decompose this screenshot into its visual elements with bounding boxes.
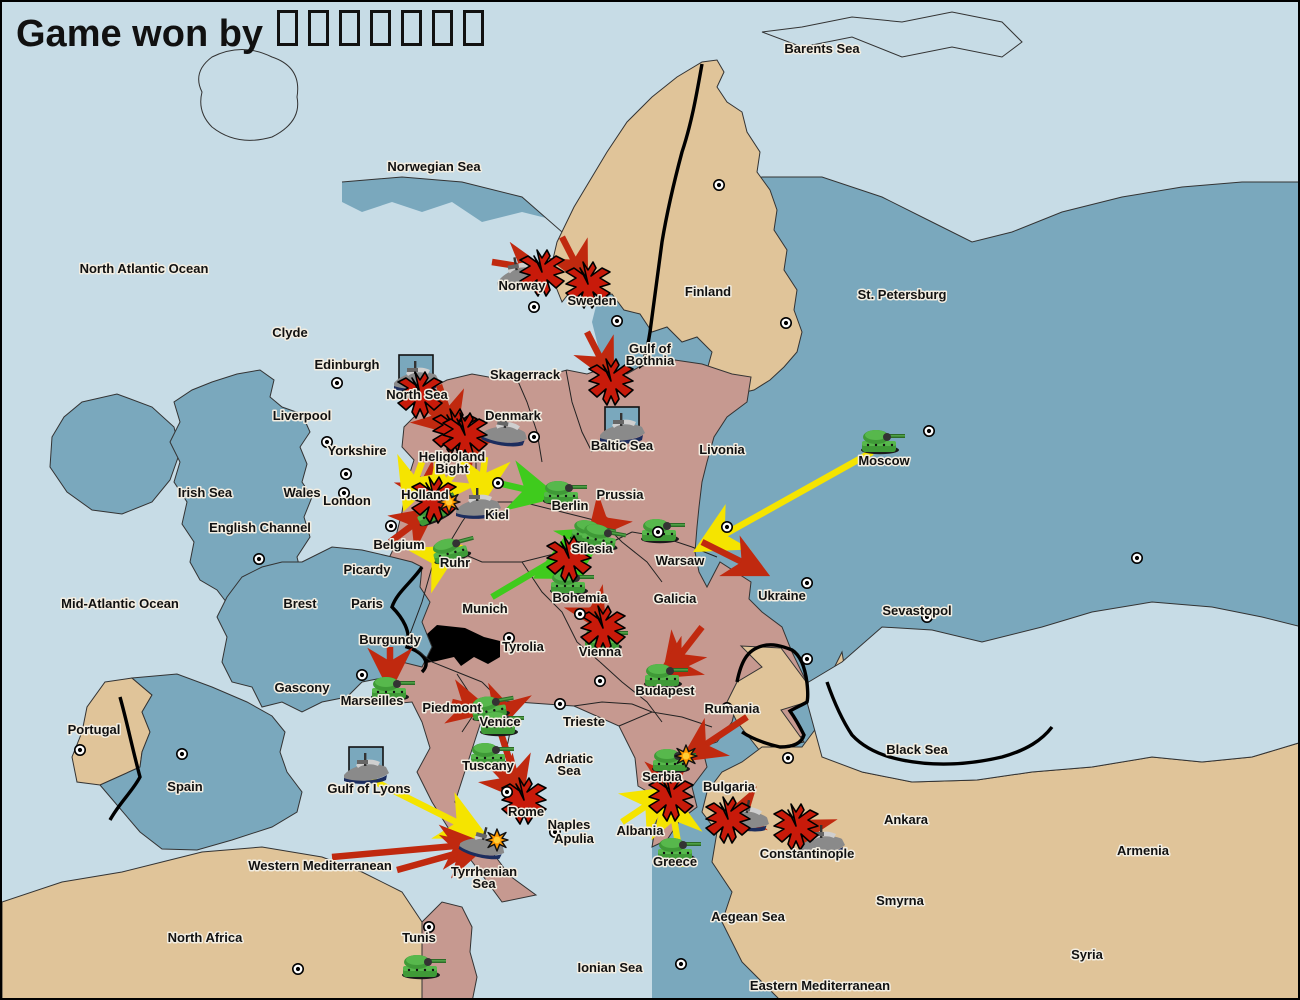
svg-text:Irish Sea: Irish Sea: [178, 485, 233, 500]
svg-text:Bohemia: Bohemia: [553, 590, 609, 605]
svg-text:Rumania: Rumania: [705, 701, 761, 716]
svg-text:Spain: Spain: [167, 779, 202, 794]
svg-text:Wales: Wales: [283, 485, 320, 500]
svg-text:Paris: Paris: [351, 596, 383, 611]
svg-text:Gulf of Lyons: Gulf of Lyons: [327, 781, 410, 796]
svg-text:Holland: Holland: [401, 487, 449, 502]
svg-text:Livonia: Livonia: [699, 442, 745, 457]
svg-text:Piedmont: Piedmont: [422, 700, 482, 715]
svg-text:Liverpool: Liverpool: [273, 408, 332, 423]
svg-text:Prussia: Prussia: [597, 487, 645, 502]
svg-text:Galicia: Galicia: [654, 591, 697, 606]
svg-text:Albania: Albania: [617, 823, 665, 838]
svg-text:Ankara: Ankara: [884, 812, 929, 827]
svg-text:Naples: Naples: [548, 817, 591, 832]
svg-text:Apulia: Apulia: [554, 831, 594, 846]
svg-text:Tyrolia: Tyrolia: [502, 639, 544, 654]
svg-text:Norwegian Sea: Norwegian Sea: [387, 159, 481, 174]
svg-text:Western Mediterranean: Western Mediterranean: [248, 858, 392, 873]
svg-text:Mid-Atlantic Ocean: Mid-Atlantic Ocean: [61, 596, 179, 611]
svg-text:Belgium: Belgium: [373, 537, 424, 552]
svg-text:Ionian Sea: Ionian Sea: [577, 960, 643, 975]
svg-text:Trieste: Trieste: [563, 714, 605, 729]
svg-text:Armenia: Armenia: [1117, 843, 1170, 858]
svg-text:North Africa: North Africa: [168, 930, 243, 945]
svg-text:Clyde: Clyde: [272, 325, 307, 340]
svg-text:Edinburgh: Edinburgh: [315, 357, 380, 372]
svg-text:Serbia: Serbia: [642, 769, 683, 784]
svg-text:Constantinople: Constantinople: [760, 846, 855, 861]
svg-text:Ruhr: Ruhr: [440, 555, 470, 570]
svg-text:Munich: Munich: [462, 601, 508, 616]
svg-text:Rome: Rome: [508, 804, 544, 819]
svg-text:Norway: Norway: [499, 278, 547, 293]
svg-text:Yorkshire: Yorkshire: [327, 443, 386, 458]
svg-text:Burgundy: Burgundy: [359, 632, 421, 647]
svg-text:Finland: Finland: [685, 284, 731, 299]
svg-text:Picardy: Picardy: [344, 562, 392, 577]
svg-text:Moscow: Moscow: [858, 453, 910, 468]
svg-text:Silesia: Silesia: [571, 541, 613, 556]
svg-text:Smyrna: Smyrna: [876, 893, 924, 908]
svg-text:Baltic Sea: Baltic Sea: [591, 438, 654, 453]
svg-text:Aegean Sea: Aegean Sea: [711, 909, 785, 924]
svg-text:St. Petersburg: St. Petersburg: [858, 287, 947, 302]
svg-text:Berlin: Berlin: [552, 498, 589, 513]
svg-text:Venice: Venice: [479, 714, 520, 729]
svg-text:Kiel: Kiel: [485, 507, 509, 522]
svg-text:Eastern Mediterranean: Eastern Mediterranean: [750, 978, 890, 993]
svg-text:North Sea: North Sea: [386, 387, 448, 402]
svg-text:London: London: [323, 493, 371, 508]
svg-text:Barents Sea: Barents Sea: [784, 41, 860, 56]
svg-text:Warsaw: Warsaw: [656, 553, 706, 568]
svg-text:Budapest: Budapest: [635, 683, 695, 698]
svg-text:Gascony: Gascony: [275, 680, 331, 695]
svg-text:Denmark: Denmark: [485, 408, 541, 423]
svg-text:Tunis: Tunis: [402, 930, 436, 945]
svg-text:Marseilles: Marseilles: [341, 693, 404, 708]
svg-text:Vienna: Vienna: [579, 644, 622, 659]
svg-text:Brest: Brest: [283, 596, 317, 611]
svg-text:North Atlantic Ocean: North Atlantic Ocean: [80, 261, 209, 276]
svg-text:Tuscany: Tuscany: [462, 758, 515, 773]
svg-text:Bulgaria: Bulgaria: [703, 779, 756, 794]
svg-text:English Channel: English Channel: [209, 520, 311, 535]
svg-text:Syria: Syria: [1071, 947, 1104, 962]
svg-text:Skagerrack: Skagerrack: [490, 367, 561, 382]
svg-text:Black Sea: Black Sea: [886, 742, 948, 757]
svg-text:Greece: Greece: [653, 854, 697, 869]
svg-text:Portugal: Portugal: [68, 722, 121, 737]
svg-text:Ukraine: Ukraine: [758, 588, 806, 603]
svg-text:Sevastopol: Sevastopol: [882, 603, 951, 618]
svg-text:Sweden: Sweden: [567, 293, 616, 308]
